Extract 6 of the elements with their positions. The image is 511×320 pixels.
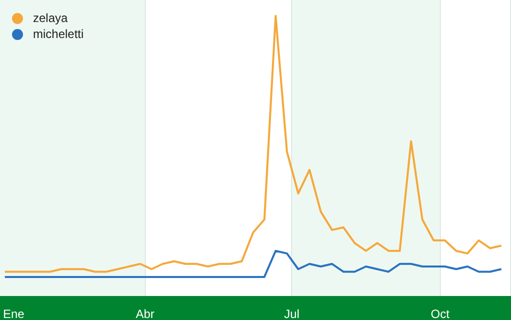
legend-label: zelaya <box>33 10 68 26</box>
legend-label: micheletti <box>33 26 84 42</box>
x-tick-label: Jul <box>284 307 300 320</box>
x-tick-label: Ene <box>3 307 25 320</box>
x-tick-label: Abr <box>136 307 154 320</box>
x-tick-label: Oct <box>430 307 450 320</box>
